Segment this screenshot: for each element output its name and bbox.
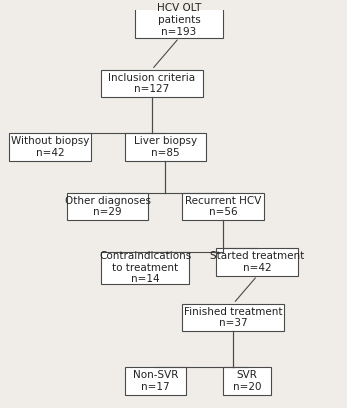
Text: Liver biopsy
n=85: Liver biopsy n=85 xyxy=(134,136,197,158)
Text: Other diagnoses
n=29: Other diagnoses n=29 xyxy=(65,195,151,217)
Text: Started treatment
n=42: Started treatment n=42 xyxy=(210,251,304,273)
FancyBboxPatch shape xyxy=(217,248,298,276)
Text: Recurrent HCV
n=56: Recurrent HCV n=56 xyxy=(185,195,261,217)
FancyBboxPatch shape xyxy=(101,70,203,98)
FancyBboxPatch shape xyxy=(135,2,223,38)
Text: Contraindications
to treatment
n=14: Contraindications to treatment n=14 xyxy=(99,251,191,284)
FancyBboxPatch shape xyxy=(67,193,149,220)
Text: Without biopsy
n=42: Without biopsy n=42 xyxy=(11,136,89,158)
Text: HCV OLT
patients
n=193: HCV OLT patients n=193 xyxy=(157,3,201,37)
Text: SVR
n=20: SVR n=20 xyxy=(233,370,261,392)
FancyBboxPatch shape xyxy=(101,252,189,284)
FancyBboxPatch shape xyxy=(223,367,271,395)
FancyBboxPatch shape xyxy=(125,133,206,161)
Text: Inclusion criteria
n=127: Inclusion criteria n=127 xyxy=(108,73,195,94)
Text: Finished treatment
n=37: Finished treatment n=37 xyxy=(184,306,283,328)
FancyBboxPatch shape xyxy=(9,133,91,161)
FancyBboxPatch shape xyxy=(125,367,186,395)
Text: Non-SVR
n=17: Non-SVR n=17 xyxy=(133,370,178,392)
FancyBboxPatch shape xyxy=(183,304,285,331)
FancyBboxPatch shape xyxy=(183,193,264,220)
